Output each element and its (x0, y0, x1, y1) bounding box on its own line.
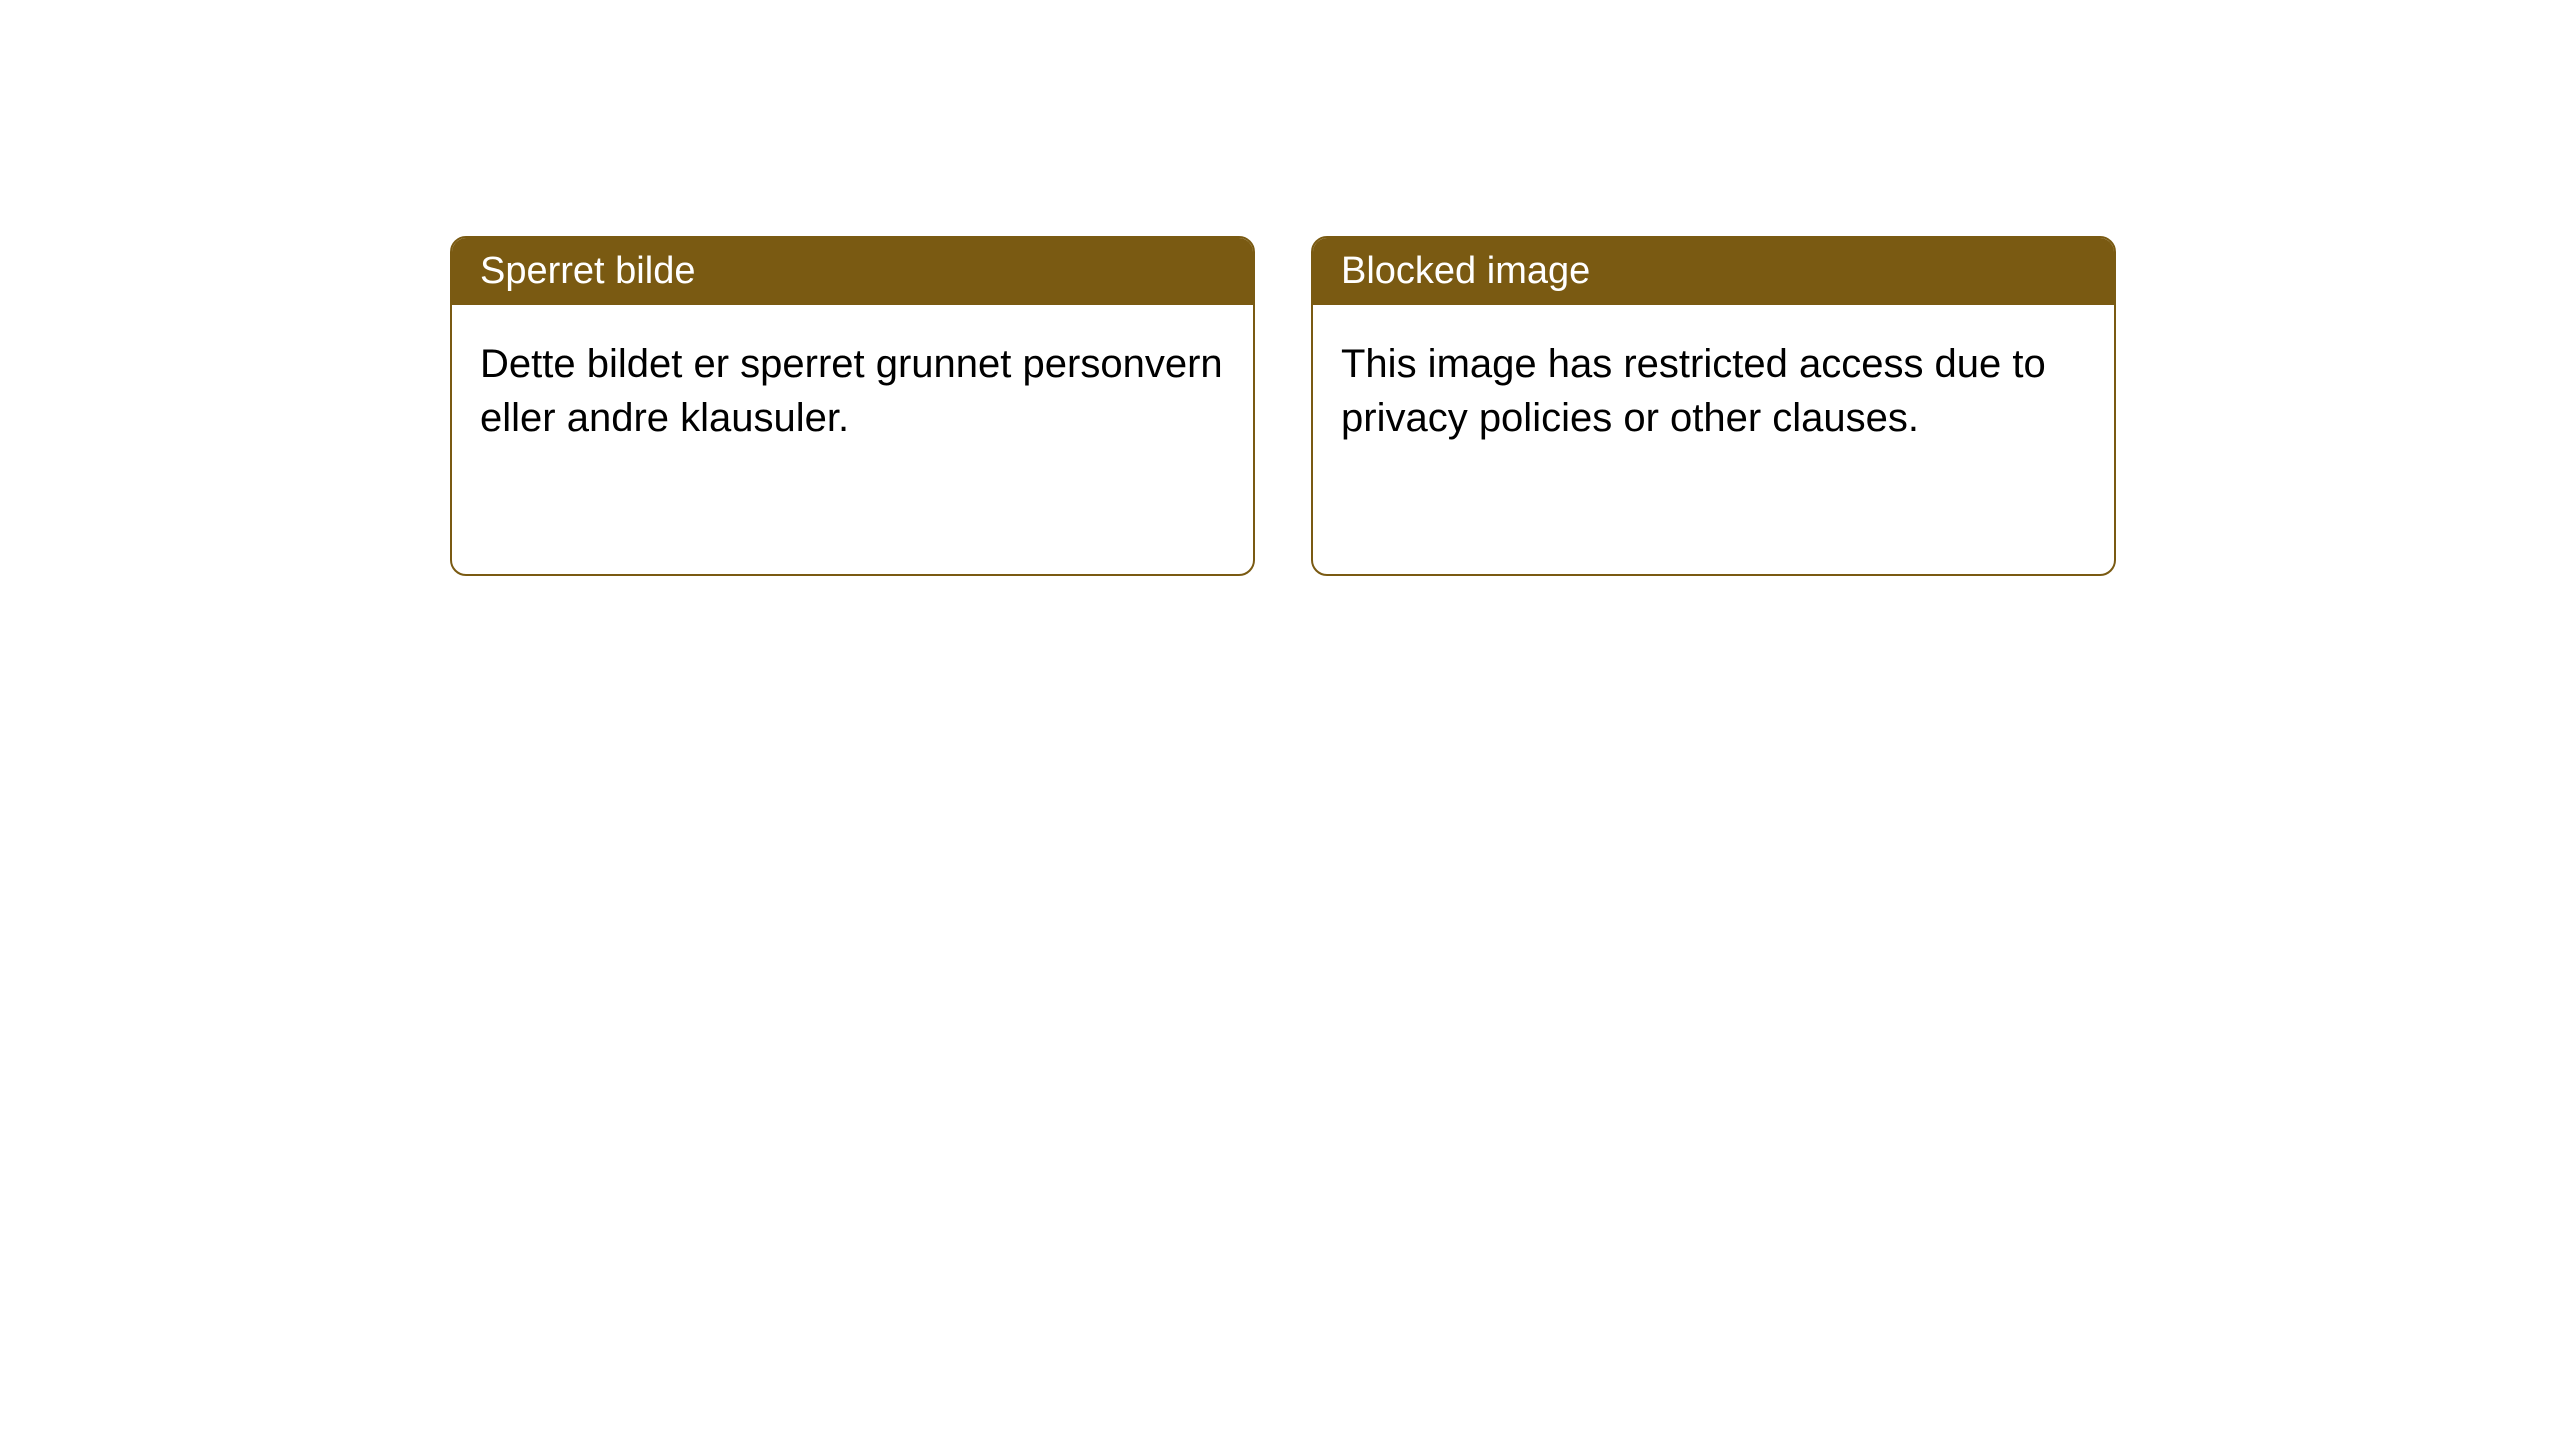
notice-header-english: Blocked image (1313, 238, 2114, 305)
notice-body-norwegian: Dette bildet er sperret grunnet personve… (452, 305, 1253, 574)
notice-header-norwegian: Sperret bilde (452, 238, 1253, 305)
notice-body-english: This image has restricted access due to … (1313, 305, 2114, 574)
notices-container: Sperret bilde Dette bildet er sperret gr… (450, 236, 2116, 576)
notice-card-english: Blocked image This image has restricted … (1311, 236, 2116, 576)
notice-card-norwegian: Sperret bilde Dette bildet er sperret gr… (450, 236, 1255, 576)
